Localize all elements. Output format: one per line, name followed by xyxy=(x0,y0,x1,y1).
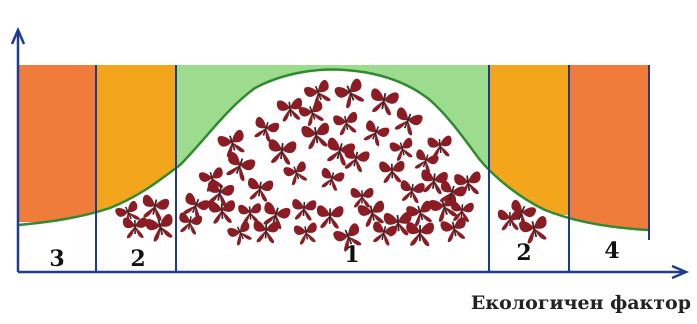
axes xyxy=(10,26,690,280)
zone-label-3: 3 xyxy=(49,246,64,272)
x-axis-title: Екологичен фактор xyxy=(470,292,691,314)
zone-dividers xyxy=(95,65,650,272)
zone-label-4: 4 xyxy=(604,238,619,264)
x-axis-arrow xyxy=(671,264,690,280)
zone-right-outer-fill xyxy=(569,65,649,240)
tolerance-curve xyxy=(17,68,650,232)
zone-label-2-left: 2 xyxy=(130,246,145,272)
y-axis-arrow xyxy=(10,26,26,45)
zone-left-outer-fill xyxy=(18,65,96,222)
zone-label-1: 1 xyxy=(344,242,359,268)
zone-label-2-right: 2 xyxy=(516,240,531,266)
